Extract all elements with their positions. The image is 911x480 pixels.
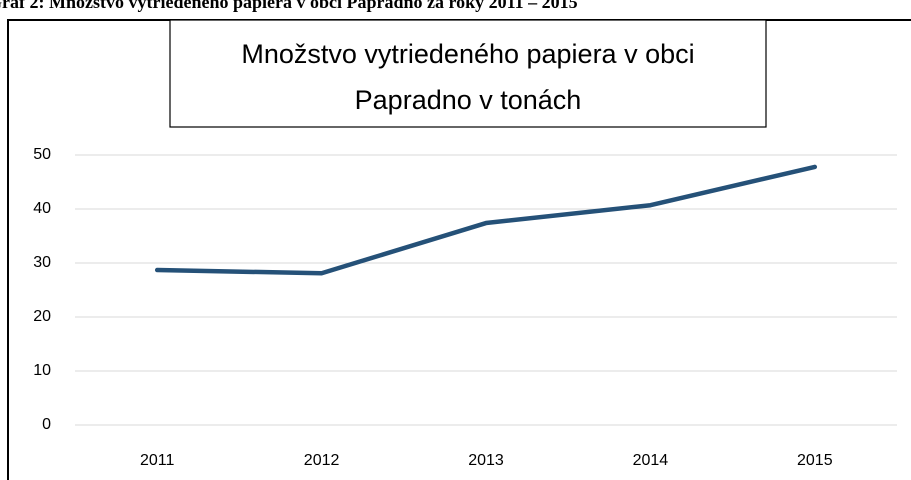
x-tick-label: 2014 <box>633 452 669 469</box>
x-tick-label: 2013 <box>468 452 504 469</box>
chart-title: Papradno v tonách <box>355 85 582 115</box>
y-tick-label: 0 <box>42 416 51 433</box>
y-tick-label: 40 <box>33 200 51 217</box>
title-box <box>169 19 767 128</box>
y-tick-label: 50 <box>33 146 51 163</box>
data-line <box>154 164 818 276</box>
y-tick-label: 30 <box>33 254 51 271</box>
y-tick-label: 20 <box>33 308 51 325</box>
x-tick-label: 2012 <box>304 452 340 469</box>
chart-title: Množstvo vytriedeného papiera v obci <box>241 39 694 69</box>
x-tick-label: 2015 <box>797 452 833 469</box>
x-tick-label: 2011 <box>140 452 175 469</box>
caption: Graf 2: Množstvo vytriedeného papiera v … <box>0 0 578 12</box>
y-tick-label: 10 <box>33 362 51 379</box>
